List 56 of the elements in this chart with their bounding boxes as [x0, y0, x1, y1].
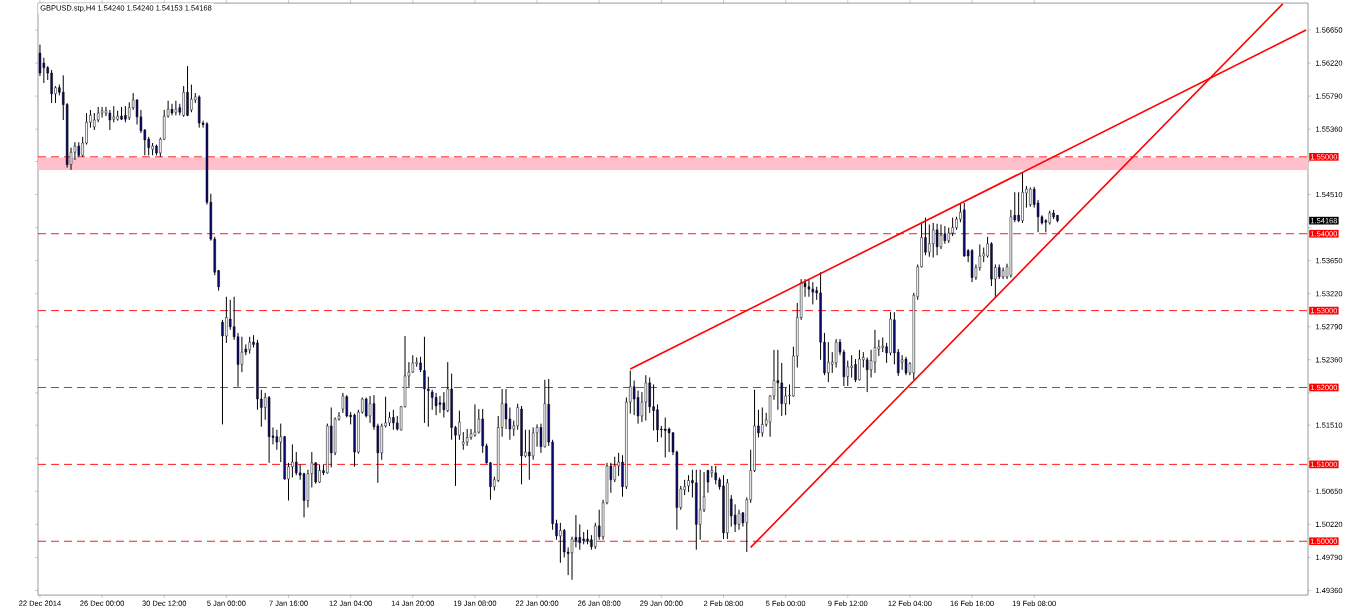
candlestick [656, 403, 659, 443]
candlestick [528, 429, 531, 481]
candlestick [186, 65, 189, 117]
candlestick [939, 223, 943, 250]
candlestick [295, 451, 298, 476]
candlestick [182, 85, 185, 118]
candlestick [928, 223, 931, 258]
candlestick [858, 349, 861, 382]
candlestick [442, 391, 446, 418]
candlestick [318, 463, 321, 484]
candlestick [100, 106, 104, 119]
candlestick [698, 469, 702, 541]
candlestick [761, 406, 764, 438]
candlestick [531, 426, 535, 461]
candlestick [613, 456, 616, 483]
candlestick [931, 222, 935, 259]
candlestick [854, 358, 857, 383]
candlestick [434, 392, 438, 416]
candlestick [827, 341, 830, 383]
candlestick [559, 522, 562, 564]
candlestick [473, 403, 477, 438]
candlestick [341, 392, 345, 414]
candlestick [170, 103, 174, 116]
candlestick [438, 395, 442, 414]
candlestick [594, 522, 597, 550]
candlestick [225, 296, 228, 344]
candlestick [873, 329, 877, 374]
candlestick [423, 336, 426, 424]
candlestick [644, 374, 648, 422]
candlestick [174, 100, 178, 116]
candlestick [240, 336, 244, 373]
candlestick [811, 281, 815, 305]
candlestick [291, 443, 294, 478]
candlestick [776, 349, 780, 411]
candlestick [190, 84, 193, 113]
candlestick [904, 356, 908, 376]
candlestick [784, 386, 787, 416]
candlestick [951, 217, 954, 237]
candlestick [368, 395, 372, 424]
candlestick [392, 409, 395, 431]
candlestick [943, 225, 947, 245]
candlestick [664, 416, 667, 458]
candlestick [850, 354, 853, 378]
candlestick [458, 410, 461, 441]
candlestick [648, 376, 651, 414]
candlestick [714, 465, 717, 485]
candlestick [900, 354, 904, 371]
candlestick [314, 461, 317, 485]
candlestick [275, 429, 279, 451]
candlestick [108, 109, 112, 131]
candlestick [1017, 191, 1020, 223]
candlestick [935, 223, 939, 256]
candlestick [430, 389, 434, 411]
candlestick [50, 69, 53, 104]
candlestick [652, 383, 655, 432]
candlestick [221, 319, 224, 425]
